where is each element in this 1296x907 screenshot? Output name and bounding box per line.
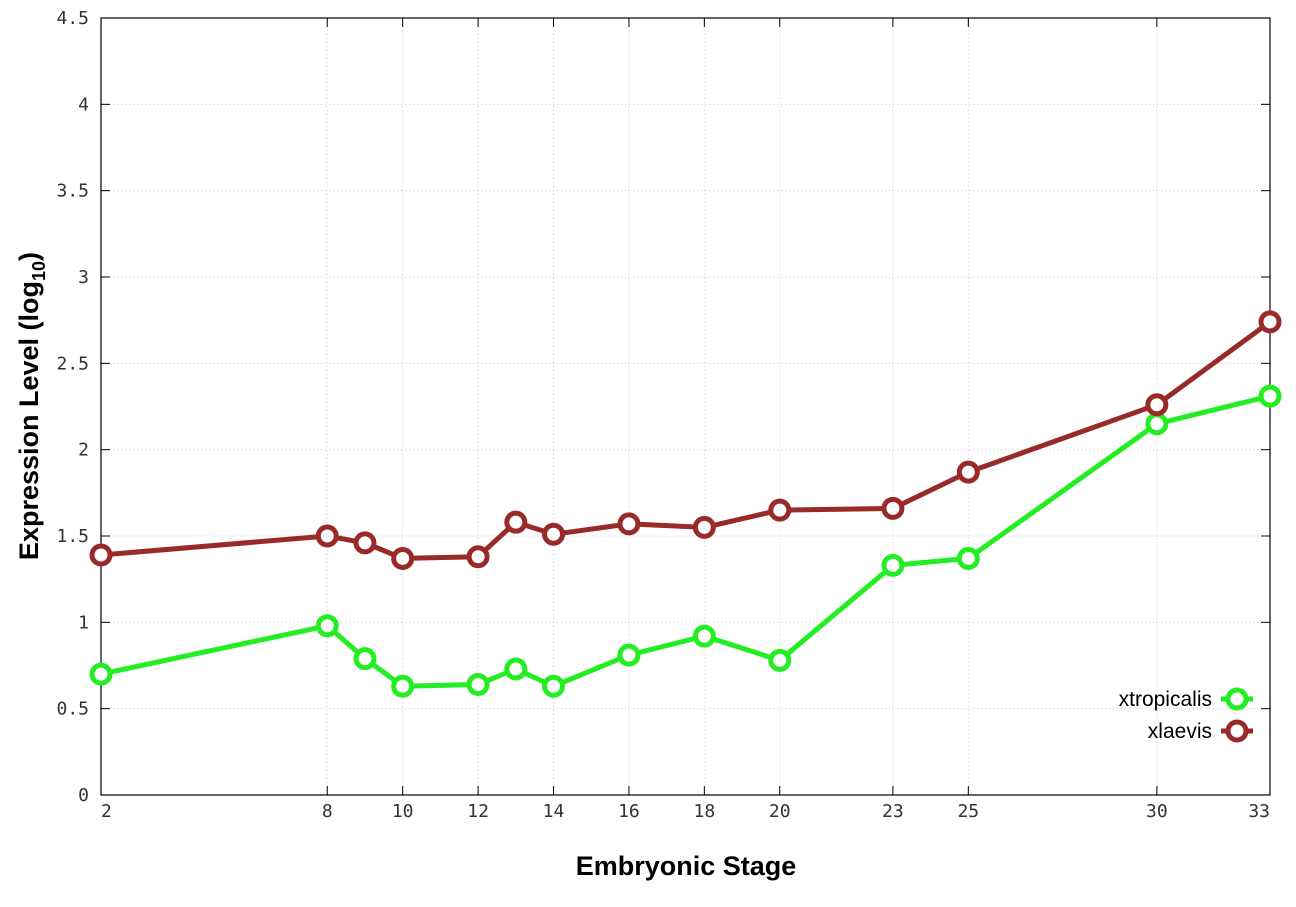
x-tick-label: 2: [101, 801, 112, 822]
series-layer: [89, 310, 1282, 698]
data-point: [89, 543, 113, 567]
x-tick-label: 23: [882, 801, 904, 822]
data-point: [617, 643, 641, 667]
data-point: [504, 657, 528, 681]
data-point: [504, 510, 528, 534]
x-tick-label: 30: [1146, 801, 1168, 822]
y-tick-label: 3: [78, 267, 89, 288]
data-point: [881, 553, 905, 577]
data-point: [353, 531, 377, 555]
x-tick-label: 8: [322, 801, 333, 822]
x-tick-label: 12: [467, 801, 489, 822]
data-point: [391, 674, 415, 698]
grid-lines: [101, 18, 1270, 795]
data-point: [1258, 384, 1282, 408]
data-point: [1258, 310, 1282, 334]
x-tick-label: 33: [1248, 801, 1270, 822]
x-axis-title: Embryonic Stage: [576, 851, 797, 881]
y-tick-label: 4.5: [56, 8, 89, 29]
legend-marker-xtropicalis: [1225, 687, 1249, 711]
data-point: [353, 647, 377, 671]
legend-label-xlaevis: xlaevis: [1148, 720, 1212, 743]
y-tick-label: 2: [78, 440, 89, 461]
data-point: [768, 498, 792, 522]
series-xtropicalis: [89, 384, 1282, 698]
x-tick-label: 25: [957, 801, 979, 822]
data-point: [692, 515, 716, 539]
y-axis-title: Expression Level (log10): [14, 252, 49, 560]
data-point: [391, 546, 415, 570]
y-tick-label: 1.5: [56, 526, 89, 547]
data-point: [617, 512, 641, 536]
data-point: [1145, 393, 1169, 417]
legend: xtropicalis xlaevis: [1119, 687, 1253, 743]
x-tick-label: 16: [618, 801, 640, 822]
series-line-xlaevis: [100, 319, 1272, 561]
plot-frame: [100, 17, 1271, 796]
data-point: [542, 674, 566, 698]
data-point: [542, 522, 566, 546]
y-tick-label: 0.5: [56, 699, 89, 720]
x-tick-label: 14: [543, 801, 565, 822]
data-point: [89, 662, 113, 686]
y-tick-label: 2.5: [56, 353, 89, 374]
x-tick-label: 10: [392, 801, 414, 822]
data-point: [692, 624, 716, 648]
data-point: [768, 648, 792, 672]
data-point: [1145, 412, 1169, 436]
legend-label-xtropicalis: xtropicalis: [1119, 688, 1212, 711]
y-tick-label: 1: [78, 612, 89, 633]
y-axis-title-close: ): [14, 252, 44, 261]
data-point: [315, 614, 339, 638]
data-point: [315, 524, 339, 548]
data-point: [956, 546, 980, 570]
series-xlaevis: [89, 310, 1282, 570]
y-axis-title-subscript: 10: [29, 261, 49, 281]
data-point: [466, 545, 490, 569]
x-tick-label: 18: [694, 801, 716, 822]
data-point: [466, 672, 490, 696]
legend-marker-xlaevis: [1225, 719, 1249, 743]
y-tick-label: 4: [78, 94, 89, 115]
y-tick-label: 0: [78, 785, 89, 806]
y-axis-title-main: Expression Level (log: [14, 281, 44, 560]
y-tick-label: 3.5: [56, 181, 89, 202]
data-point: [881, 496, 905, 520]
x-tick-label: 20: [769, 801, 791, 822]
axis-ticks: 0 0.5 1 1.5 2 2.5 3 3.5 4 4.5 2 8 10 12 14 16 18 20 23 25 30…: [56, 8, 1271, 822]
data-point: [956, 460, 980, 484]
